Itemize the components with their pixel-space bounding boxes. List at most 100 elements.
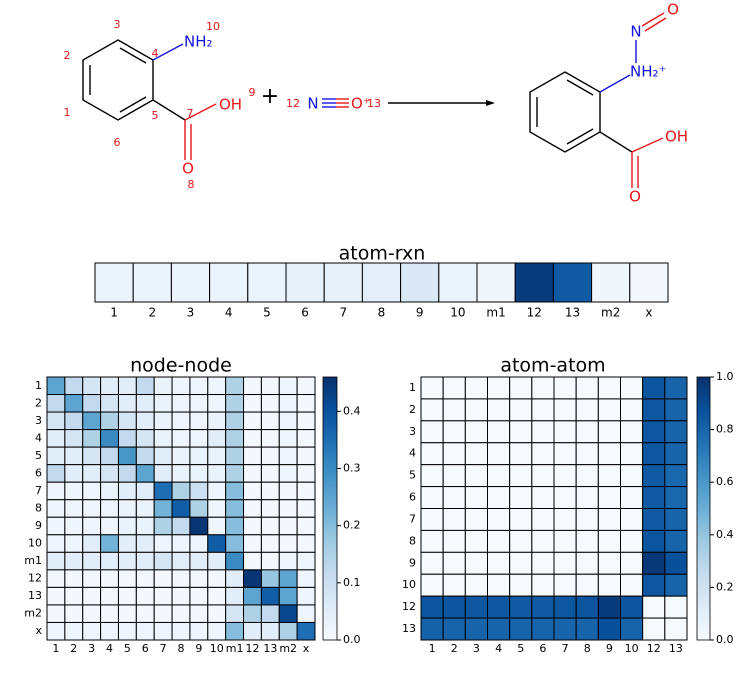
heatmap-cell [46, 464, 66, 483]
heatmap-cell [153, 411, 173, 431]
heatmap-cell [509, 617, 533, 641]
heatmap-cell [664, 376, 688, 400]
heatmap-cell [82, 534, 102, 553]
heatmap-cell [620, 595, 644, 619]
y-tick-label: 5 [409, 469, 416, 482]
y-tick-label: 7 [409, 512, 416, 525]
heatmap-cell [575, 420, 599, 444]
atom-number: 7 [187, 107, 194, 120]
heatmap-cell [575, 529, 599, 553]
x-tick-label: 4 [495, 642, 502, 655]
x-tick-label: 2 [148, 306, 156, 320]
heatmap-cell [117, 604, 137, 623]
x-tick-label: m2 [601, 306, 620, 320]
heatmap-cell [464, 508, 489, 531]
x-tick-label: 12 [245, 642, 259, 655]
atom-number: 5 [152, 109, 159, 122]
heatmap-cell [207, 446, 227, 466]
heatmap-cell [278, 534, 298, 553]
x-tick-label: 6 [539, 642, 546, 655]
heatmap-cell [171, 394, 191, 413]
heatmap-cell [420, 595, 444, 619]
heatmap-cell [278, 411, 298, 431]
heatmap-cell [531, 442, 555, 466]
heatmap-cell [553, 617, 577, 641]
x-tick-label: m2 [279, 642, 297, 655]
heatmap-cell [420, 551, 444, 575]
heatmap-cell [531, 595, 555, 619]
y-tick-label: 6 [35, 466, 42, 479]
group-label: O [629, 188, 641, 206]
heatmap-cell [642, 376, 666, 400]
heatmap-cell [553, 486, 577, 510]
x-tick-label: 5 [124, 642, 131, 655]
heatmap-cell [553, 376, 577, 400]
heatmap-cell [487, 551, 511, 575]
heatmap-cell [420, 573, 444, 597]
x-tick-label: 6 [301, 306, 309, 320]
heatmap-cell [597, 508, 621, 531]
heatmap-cell [296, 376, 316, 396]
heatmap-cell [117, 394, 137, 413]
heatmap-cell [64, 551, 84, 571]
y-tick-label: m2 [24, 607, 42, 620]
x-tick-label: 5 [263, 306, 271, 320]
heatmap-cell [243, 551, 262, 571]
heatmap-cell [531, 486, 555, 510]
heatmap-cell [225, 604, 245, 623]
heatmap-cell [46, 586, 66, 606]
heatmap-cell [64, 621, 84, 641]
heatmap-cell [64, 604, 84, 623]
heatmap-cell [620, 464, 644, 488]
heatmap-cell [82, 429, 102, 448]
colorbar-tick-label: 0.6 [716, 475, 734, 488]
heatmap-cell [225, 621, 245, 641]
heatmap-cell [278, 499, 298, 518]
heatmap-cell [153, 499, 173, 518]
group-label: N [630, 23, 641, 41]
heatmap-cell [664, 595, 688, 619]
heatmap-cell [82, 551, 102, 571]
heatmap-cell [189, 604, 209, 623]
bond [599, 74, 631, 93]
group-label: NH₂ [184, 33, 213, 51]
heatmap-cell [575, 595, 599, 619]
heatmap-cell [664, 442, 688, 466]
heatmap-cell [278, 586, 298, 606]
heatmap-cell [442, 486, 466, 510]
x-tick-label: x [303, 642, 310, 655]
heatmap-cell [189, 569, 209, 588]
heatmap-cell [575, 442, 599, 466]
heatmap-cell [46, 621, 66, 641]
heatmap-cell [189, 411, 209, 431]
heatmap-cell [442, 573, 466, 597]
heatmap-cell [553, 551, 577, 575]
heatmap-cell [278, 376, 298, 396]
heatmap-cell [117, 429, 137, 448]
heatmap-cell [153, 534, 173, 553]
heatmap-cell [153, 376, 173, 396]
heatmap-cell [664, 508, 688, 531]
heatmap-cell [225, 429, 245, 448]
heatmap-cell [64, 446, 84, 466]
heatmap-cell [153, 446, 173, 466]
heatmap-cell [171, 446, 191, 466]
heatmap-cell [135, 446, 155, 466]
y-tick-label: 13 [28, 589, 42, 602]
heatmap-cell [225, 464, 245, 483]
heatmap-cell [620, 420, 644, 444]
colorbar [322, 376, 338, 641]
x-tick-label: 12 [647, 642, 661, 655]
heatmap-cell [514, 262, 554, 303]
heatmap-cell [642, 573, 666, 597]
heatmap-cell [487, 464, 511, 488]
heatmap-cell [620, 529, 644, 553]
y-tick-label: 12 [402, 600, 416, 613]
heatmap-cell [171, 621, 191, 641]
heatmap-cell [171, 411, 191, 431]
heatmap-cell [225, 586, 245, 606]
heatmap-cell [509, 573, 533, 597]
heatmap-cell [620, 376, 644, 400]
heatmap-cell [575, 376, 599, 400]
heatmap-cell [260, 604, 280, 623]
